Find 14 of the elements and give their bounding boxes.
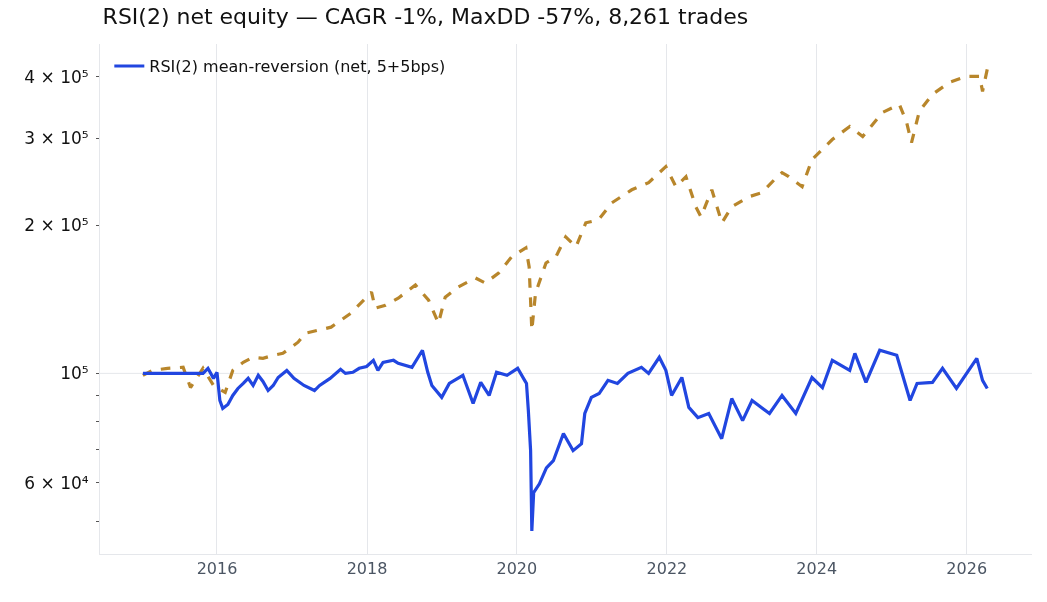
x-tick-label: 2020: [496, 559, 538, 579]
y-tick-label: 6 × 10⁴: [24, 472, 89, 493]
x-tick-label: 2018: [346, 559, 388, 579]
chart-title: RSI(2) net equity — CAGR -1%, MaxDD -57%, 8,261 trades: [102, 4, 749, 30]
y-tick-label: 2 × 10⁵: [24, 214, 89, 235]
y-tick-label: 4 × 10⁵: [24, 66, 89, 87]
x-tick-label: 2024: [796, 559, 838, 579]
legend-label: RSI(2) mean-reversion (net, 5+5bps): [149, 57, 446, 77]
y-tick-label: 3 × 10⁵: [24, 128, 89, 149]
x-tick-label: 2026: [946, 559, 988, 579]
line-series: [141, 348, 989, 533]
x-tick-label: 2016: [196, 559, 238, 579]
y-tick-label: 10⁵: [60, 363, 89, 384]
x-tick-label: 2022: [646, 559, 688, 579]
